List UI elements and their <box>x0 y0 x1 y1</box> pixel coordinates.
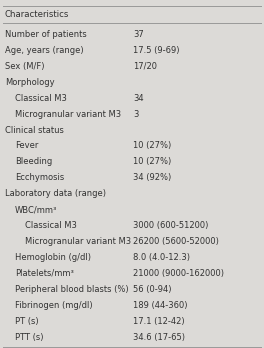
Text: Platelets/mm³: Platelets/mm³ <box>15 269 74 278</box>
Text: Characteristics: Characteristics <box>5 10 69 19</box>
Text: 17/20: 17/20 <box>133 62 157 71</box>
Text: 34: 34 <box>133 94 144 103</box>
Text: Ecchymosis: Ecchymosis <box>15 173 64 182</box>
Text: Peripheral blood blasts (%): Peripheral blood blasts (%) <box>15 285 128 294</box>
Text: Clinical status: Clinical status <box>5 126 64 135</box>
Text: 17.1 (12-42): 17.1 (12-42) <box>133 317 185 326</box>
Text: 34 (92%): 34 (92%) <box>133 173 172 182</box>
Text: 21000 (9000-162000): 21000 (9000-162000) <box>133 269 224 278</box>
Text: 17.5 (9-69): 17.5 (9-69) <box>133 46 180 55</box>
Text: 26200 (5600-52000): 26200 (5600-52000) <box>133 237 219 246</box>
Text: Hemoglobin (g/dl): Hemoglobin (g/dl) <box>15 253 91 262</box>
Text: 3: 3 <box>133 110 139 119</box>
Text: WBC/mm³: WBC/mm³ <box>15 205 57 214</box>
Text: 8.0 (4.0-12.3): 8.0 (4.0-12.3) <box>133 253 190 262</box>
Text: Microgranular variant M3: Microgranular variant M3 <box>25 237 131 246</box>
Text: 37: 37 <box>133 30 144 39</box>
Text: PTT (s): PTT (s) <box>15 333 43 342</box>
Text: 10 (27%): 10 (27%) <box>133 157 172 166</box>
Text: Fever: Fever <box>15 142 38 150</box>
Text: Classical M3: Classical M3 <box>15 94 67 103</box>
Text: Microgranular variant M3: Microgranular variant M3 <box>15 110 121 119</box>
Text: 10 (27%): 10 (27%) <box>133 142 172 150</box>
Text: 189 (44-360): 189 (44-360) <box>133 301 188 310</box>
Text: Sex (M/F): Sex (M/F) <box>5 62 44 71</box>
Text: Classical M3: Classical M3 <box>25 221 77 230</box>
Text: Morphology: Morphology <box>5 78 54 87</box>
Text: Age, years (range): Age, years (range) <box>5 46 83 55</box>
Text: Bleeding: Bleeding <box>15 157 52 166</box>
Text: Laboratory data (range): Laboratory data (range) <box>5 189 106 198</box>
Text: 34.6 (17-65): 34.6 (17-65) <box>133 333 185 342</box>
Text: 3000 (600-51200): 3000 (600-51200) <box>133 221 209 230</box>
Text: Number of patients: Number of patients <box>5 30 87 39</box>
Text: 56 (0-94): 56 (0-94) <box>133 285 172 294</box>
Text: PT (s): PT (s) <box>15 317 38 326</box>
Text: Fibrinogen (mg/dl): Fibrinogen (mg/dl) <box>15 301 92 310</box>
